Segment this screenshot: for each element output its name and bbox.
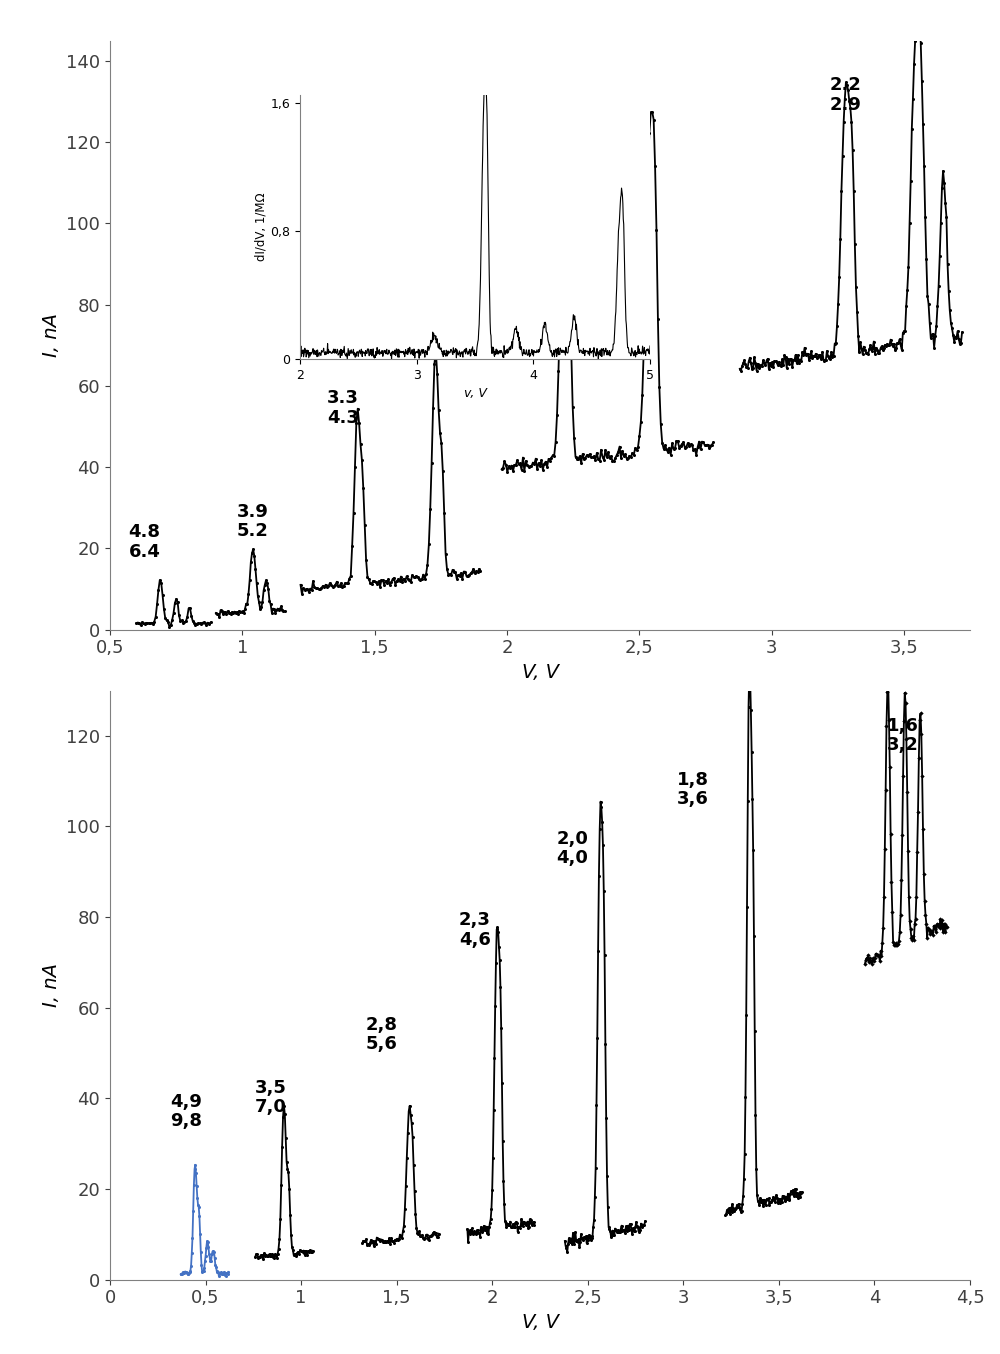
Text: 2.4
3.2: 2.4 3.2	[618, 161, 650, 199]
Text: 3.9
5.2: 3.9 5.2	[237, 502, 269, 540]
Text: 2,3
4,6: 2,3 4,6	[459, 911, 491, 949]
Text: 2,8
5,6: 2,8 5,6	[365, 1016, 397, 1053]
X-axis label: V, V: V, V	[522, 1313, 558, 1332]
Text: 4,9
9,8: 4,9 9,8	[170, 1093, 202, 1131]
X-axis label: v, V: v, V	[464, 387, 486, 399]
Text: 4.8
6.4: 4.8 6.4	[128, 523, 160, 561]
Text: 2,0
4,0: 2,0 4,0	[557, 830, 588, 867]
Y-axis label: dI/dV, 1/MΩ: dI/dV, 1/MΩ	[254, 192, 268, 261]
X-axis label: V, V: V, V	[522, 663, 558, 682]
Text: 2.6
3.5: 2.6 3.5	[525, 259, 557, 297]
Y-axis label: I, nA: I, nA	[42, 313, 61, 357]
Text: 1,6
3,2: 1,6 3,2	[887, 716, 919, 754]
Text: 2.2
2.9: 2.2 2.9	[830, 76, 862, 114]
Text: 3.3
4.3: 3.3 4.3	[327, 389, 359, 427]
Text: 1,8
3,6: 1,8 3,6	[677, 770, 709, 808]
Y-axis label: I, nA: I, nA	[42, 963, 61, 1007]
Text: 3,5
7,0: 3,5 7,0	[255, 1079, 286, 1117]
Text: 3.0
4.0: 3.0 4.0	[412, 320, 443, 357]
